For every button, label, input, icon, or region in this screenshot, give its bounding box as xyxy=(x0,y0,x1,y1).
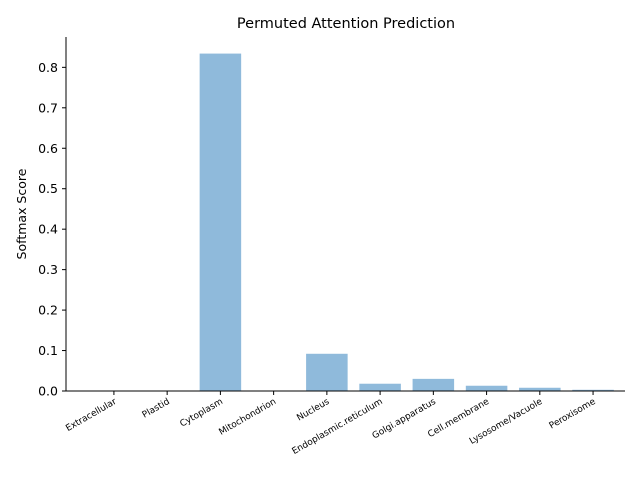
y-ticks-group: 0.0 0.1 0.2 0.3 0.4 0.5 0.6 0.7 0.8 xyxy=(38,60,66,399)
x-tick-label: Plastid xyxy=(141,397,172,421)
bar-peroxisome xyxy=(572,389,614,391)
y-tick-label: 0.6 xyxy=(38,141,58,156)
bar-golgi-apparatus xyxy=(412,378,455,391)
x-tick-label: Mitochondrion xyxy=(217,397,278,438)
y-tick-label: 0.7 xyxy=(38,100,58,115)
y-tick-label: 0.0 xyxy=(38,384,58,399)
x-ticks-group: Extracellular Plastid CytoplasmMitochondri… xyxy=(64,391,598,457)
x-tick-label: Peroxisome xyxy=(548,397,598,432)
bar-cell-membrane xyxy=(465,385,508,391)
y-tick-label: 0.3 xyxy=(38,262,58,277)
bar-nucleus xyxy=(306,353,348,391)
y-tick-label: 0.2 xyxy=(38,303,58,318)
x-tick-label: Extracellular xyxy=(64,397,118,434)
bar-endoplasmic-reticulum xyxy=(359,383,401,391)
bar-cytoplasm xyxy=(199,53,242,392)
y-tick-label: 0.4 xyxy=(38,222,58,237)
bar-lysosome-vacuole xyxy=(519,387,561,391)
y-axis-label: Softmax Score xyxy=(14,168,29,259)
y-tick-label: 0.5 xyxy=(38,181,58,196)
y-tick-label: 0.8 xyxy=(38,60,58,75)
bars-group xyxy=(93,53,614,392)
x-tick-label: Cytoplasm xyxy=(178,397,224,430)
chart-title: Permuted Attention Prediction xyxy=(237,16,455,32)
x-tick-label: Endoplasmic.reticulum xyxy=(291,397,385,457)
x-tick-label: Nucleus xyxy=(295,397,331,424)
y-tick-label: 0.1 xyxy=(38,343,58,358)
